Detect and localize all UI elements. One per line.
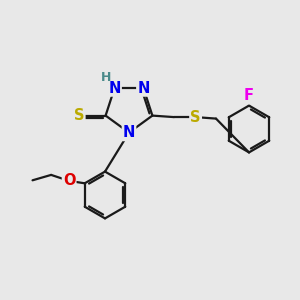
Text: H: H [101,71,111,84]
Text: N: N [123,125,135,140]
Text: S: S [190,110,201,124]
Text: N: N [137,81,150,96]
Text: O: O [63,173,75,188]
Text: N: N [108,81,121,96]
Text: F: F [244,88,254,104]
Text: S: S [74,108,85,123]
